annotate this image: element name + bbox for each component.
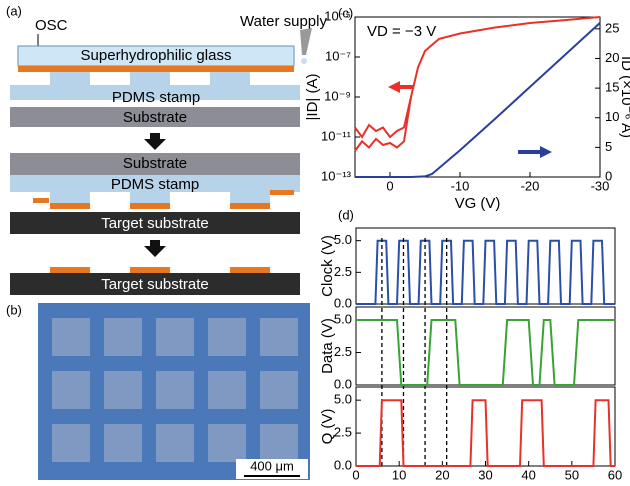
x-tick-label: -20 [521,178,540,193]
arrow [144,133,166,150]
annotation: VD = −3 V [367,23,436,40]
x-tick-label: -30 [591,178,610,193]
device [208,371,246,409]
device [208,318,246,356]
osc-film [270,190,294,195]
axis-arrow [518,146,552,158]
panel-label: (a) [6,3,22,18]
substrate-label: Substrate [123,155,187,172]
device [104,424,142,462]
y-axis-label: |ID| (A) [304,74,321,121]
glass-label: Superhydrophilic glass [81,47,232,64]
y2-tick-label: 10 [605,109,619,124]
device [52,371,90,409]
x-tick-label: 0 [352,467,359,481]
scale-label: 400 μm [250,458,294,473]
stamp [10,175,300,203]
y-tick-label: 0.0 [334,457,352,472]
y2-tick-label: 0 [605,168,612,183]
device [208,424,246,462]
x-tick-label: 30 [478,467,492,481]
osc-film [50,267,90,273]
x-tick-label: 40 [521,467,535,481]
x-tick-label: -10 [451,178,470,193]
y-tick-label: 10⁻⁹ [324,88,351,103]
axis-arrow [388,81,414,93]
x-tick-label: 20 [435,467,449,481]
x-tick-label: 10 [392,467,406,481]
device [52,318,90,356]
target-label: Target substrate [101,215,209,232]
series-line [355,22,601,178]
y-tick-label: 2.5 [334,344,352,359]
y-tick-label: 10⁻⁵ [324,8,351,23]
y2-axis-label: ID (×10⁻⁶ A) [618,56,630,138]
y-tick-label: 0.0 [334,376,352,391]
pipette [300,28,312,55]
panel-label: (b) [6,302,22,317]
target [10,273,300,295]
y-tick-label: 2.5 [334,425,352,440]
osc-film [130,203,170,209]
x-tick-label: 50 [565,467,579,481]
osc-film [33,198,49,203]
series-line [356,239,615,305]
device [52,424,90,462]
device-array [52,318,298,462]
y2-tick-label: 15 [605,80,619,95]
water-label: Water supply [240,13,327,30]
plot-frame [355,227,616,305]
osc-film [230,267,270,273]
x-tick-label: 60 [608,467,622,481]
y2-tick-label: 20 [605,50,619,65]
series-line [356,319,615,386]
y-tick-label: 0.0 [334,295,352,310]
substrate [10,153,300,175]
target-label: Target substrate [101,276,209,293]
osc-film [50,203,90,209]
target [10,212,300,234]
y2-tick-label: 5 [605,139,612,154]
substrate [10,107,300,127]
device [104,318,142,356]
y2-tick-label: 25 [605,20,619,35]
osc-film [18,66,294,72]
osc-label: OSC [35,17,68,34]
stamp-label: PDMS stamp [112,89,200,106]
osc-film [130,267,170,273]
stamp-label: PDMS stamp [111,176,199,193]
y-axis-label: Clock (V) [319,235,336,297]
stamp [10,72,300,100]
y-axis-label: Q (V) [319,409,336,445]
device [260,318,298,356]
x-axis-label: VG (V) [455,195,501,212]
arrow [144,240,166,257]
device [260,371,298,409]
device [104,371,142,409]
x-tick-label: 0 [386,178,393,193]
scale-box [236,459,308,479]
substrate-label: Substrate [123,109,187,126]
y-tick-label: 5.0 [334,392,352,407]
panel-label: (d) [338,207,354,222]
series-line [356,399,615,467]
y-tick-label: 10⁻⁷ [325,48,351,63]
device [156,371,194,409]
panel-label: (c) [338,5,353,20]
y-tick-label: 10⁻¹¹ [321,128,352,143]
osc-film [230,203,270,209]
series-line [354,96,412,152]
y-tick-label: 5.0 [334,311,352,326]
device [156,424,194,462]
droplet [301,58,307,64]
plot-frame [354,16,601,178]
y-axis-label: Data (V) [319,318,336,374]
device [260,424,298,462]
y-tick-label: 2.5 [334,264,352,279]
y-tick-label: 10⁻¹³ [321,168,352,183]
y-tick-label: 5.0 [334,232,352,247]
device [156,318,194,356]
